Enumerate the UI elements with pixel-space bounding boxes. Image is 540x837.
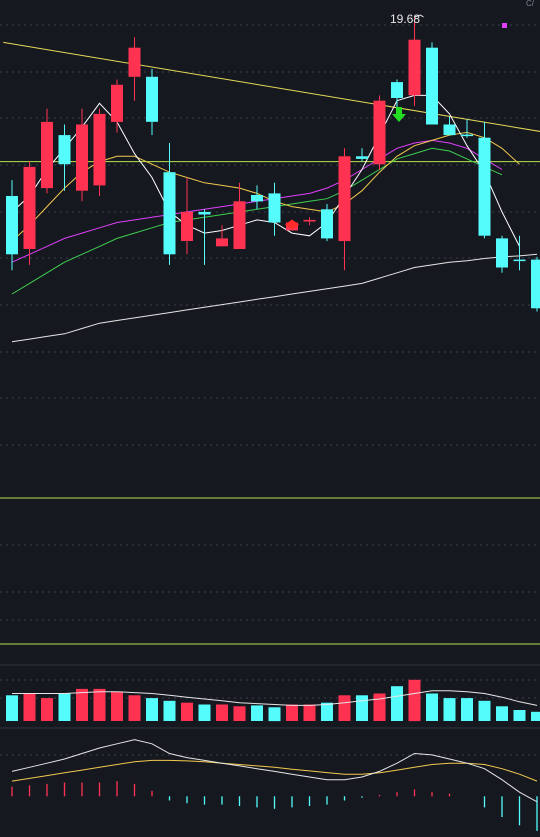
- candle-body: [6, 196, 18, 255]
- sell-signal-arrow: [392, 107, 406, 123]
- candle-body: [146, 76, 158, 122]
- volume-bar: [461, 698, 473, 721]
- candle-body: [181, 211, 193, 241]
- volume-bar: [111, 691, 123, 721]
- candle-body: [461, 134, 473, 137]
- price-panel: [0, 14, 540, 343]
- volume-bar: [426, 693, 438, 721]
- candle-body: [443, 124, 456, 136]
- volume-bar: [128, 695, 141, 721]
- volume-bar: [496, 706, 508, 721]
- candle-body: [251, 195, 263, 202]
- macd-panel: [11, 739, 538, 831]
- candle-body: [41, 121, 53, 189]
- volume-bar: [233, 706, 246, 721]
- candle-body: [93, 113, 106, 186]
- ma60-line: [11, 253, 538, 343]
- candle-body: [391, 82, 403, 98]
- volume-bar: [146, 698, 158, 721]
- volume-bar: [531, 711, 540, 721]
- macd-dea-line: [11, 759, 538, 782]
- candle-body: [303, 219, 316, 222]
- candle-body: [513, 259, 526, 262]
- candle-body: [23, 166, 36, 249]
- volume-bar: [181, 702, 193, 721]
- candle-body: [58, 135, 71, 165]
- macd-dif-line: [11, 739, 538, 803]
- volume-bar: [356, 695, 368, 721]
- volume-ma-line: [12, 690, 538, 706]
- candle-body: [426, 47, 438, 125]
- buy-signal-arrow: [285, 219, 299, 230]
- volume-bar: [41, 698, 53, 721]
- candle-body: [321, 209, 333, 239]
- volume-bar: [338, 695, 351, 721]
- candle-body: [76, 124, 88, 191]
- volume-bar: [408, 679, 421, 722]
- candle-body: [531, 259, 540, 309]
- volume-bar: [198, 704, 211, 721]
- volume-bar: [443, 698, 456, 721]
- grid-lines: [0, 24, 540, 756]
- candle-body: [338, 156, 351, 242]
- candle-body: [216, 238, 228, 247]
- candle-body: [408, 39, 421, 96]
- candle-body: [496, 238, 508, 268]
- volume-bar: [268, 707, 281, 722]
- candle-body: [111, 84, 123, 122]
- volume-bar: [478, 700, 491, 721]
- candle-body: [373, 100, 386, 165]
- volume-panel: [6, 679, 540, 722]
- volume-bar: [513, 710, 526, 721]
- peak-marker: [414, 14, 424, 18]
- volume-bar: [321, 702, 333, 721]
- trendline: [3, 41, 540, 132]
- candle-body: [233, 201, 246, 249]
- volume-bar: [373, 693, 386, 721]
- volume-bar: [6, 695, 18, 721]
- volume-bar: [216, 704, 228, 721]
- candle-body: [478, 137, 491, 236]
- volume-bar: [391, 686, 403, 721]
- volume-bar: [286, 704, 298, 721]
- volume-bar: [163, 700, 176, 721]
- volume-bar: [93, 688, 106, 721]
- indicator-marker: [502, 23, 507, 28]
- candle-body: [198, 211, 211, 215]
- peak-price-label: 19.68: [390, 12, 420, 26]
- volume-bar: [76, 688, 88, 721]
- corner-mark: C/: [526, 0, 535, 8]
- volume-bar: [23, 693, 36, 721]
- candle-body: [356, 156, 368, 159]
- candle-body: [128, 47, 141, 77]
- volume-bar: [58, 693, 71, 721]
- volume-bar: [303, 704, 316, 721]
- volume-bar: [251, 705, 263, 721]
- candle-body: [163, 172, 176, 255]
- candle-body: [268, 193, 281, 223]
